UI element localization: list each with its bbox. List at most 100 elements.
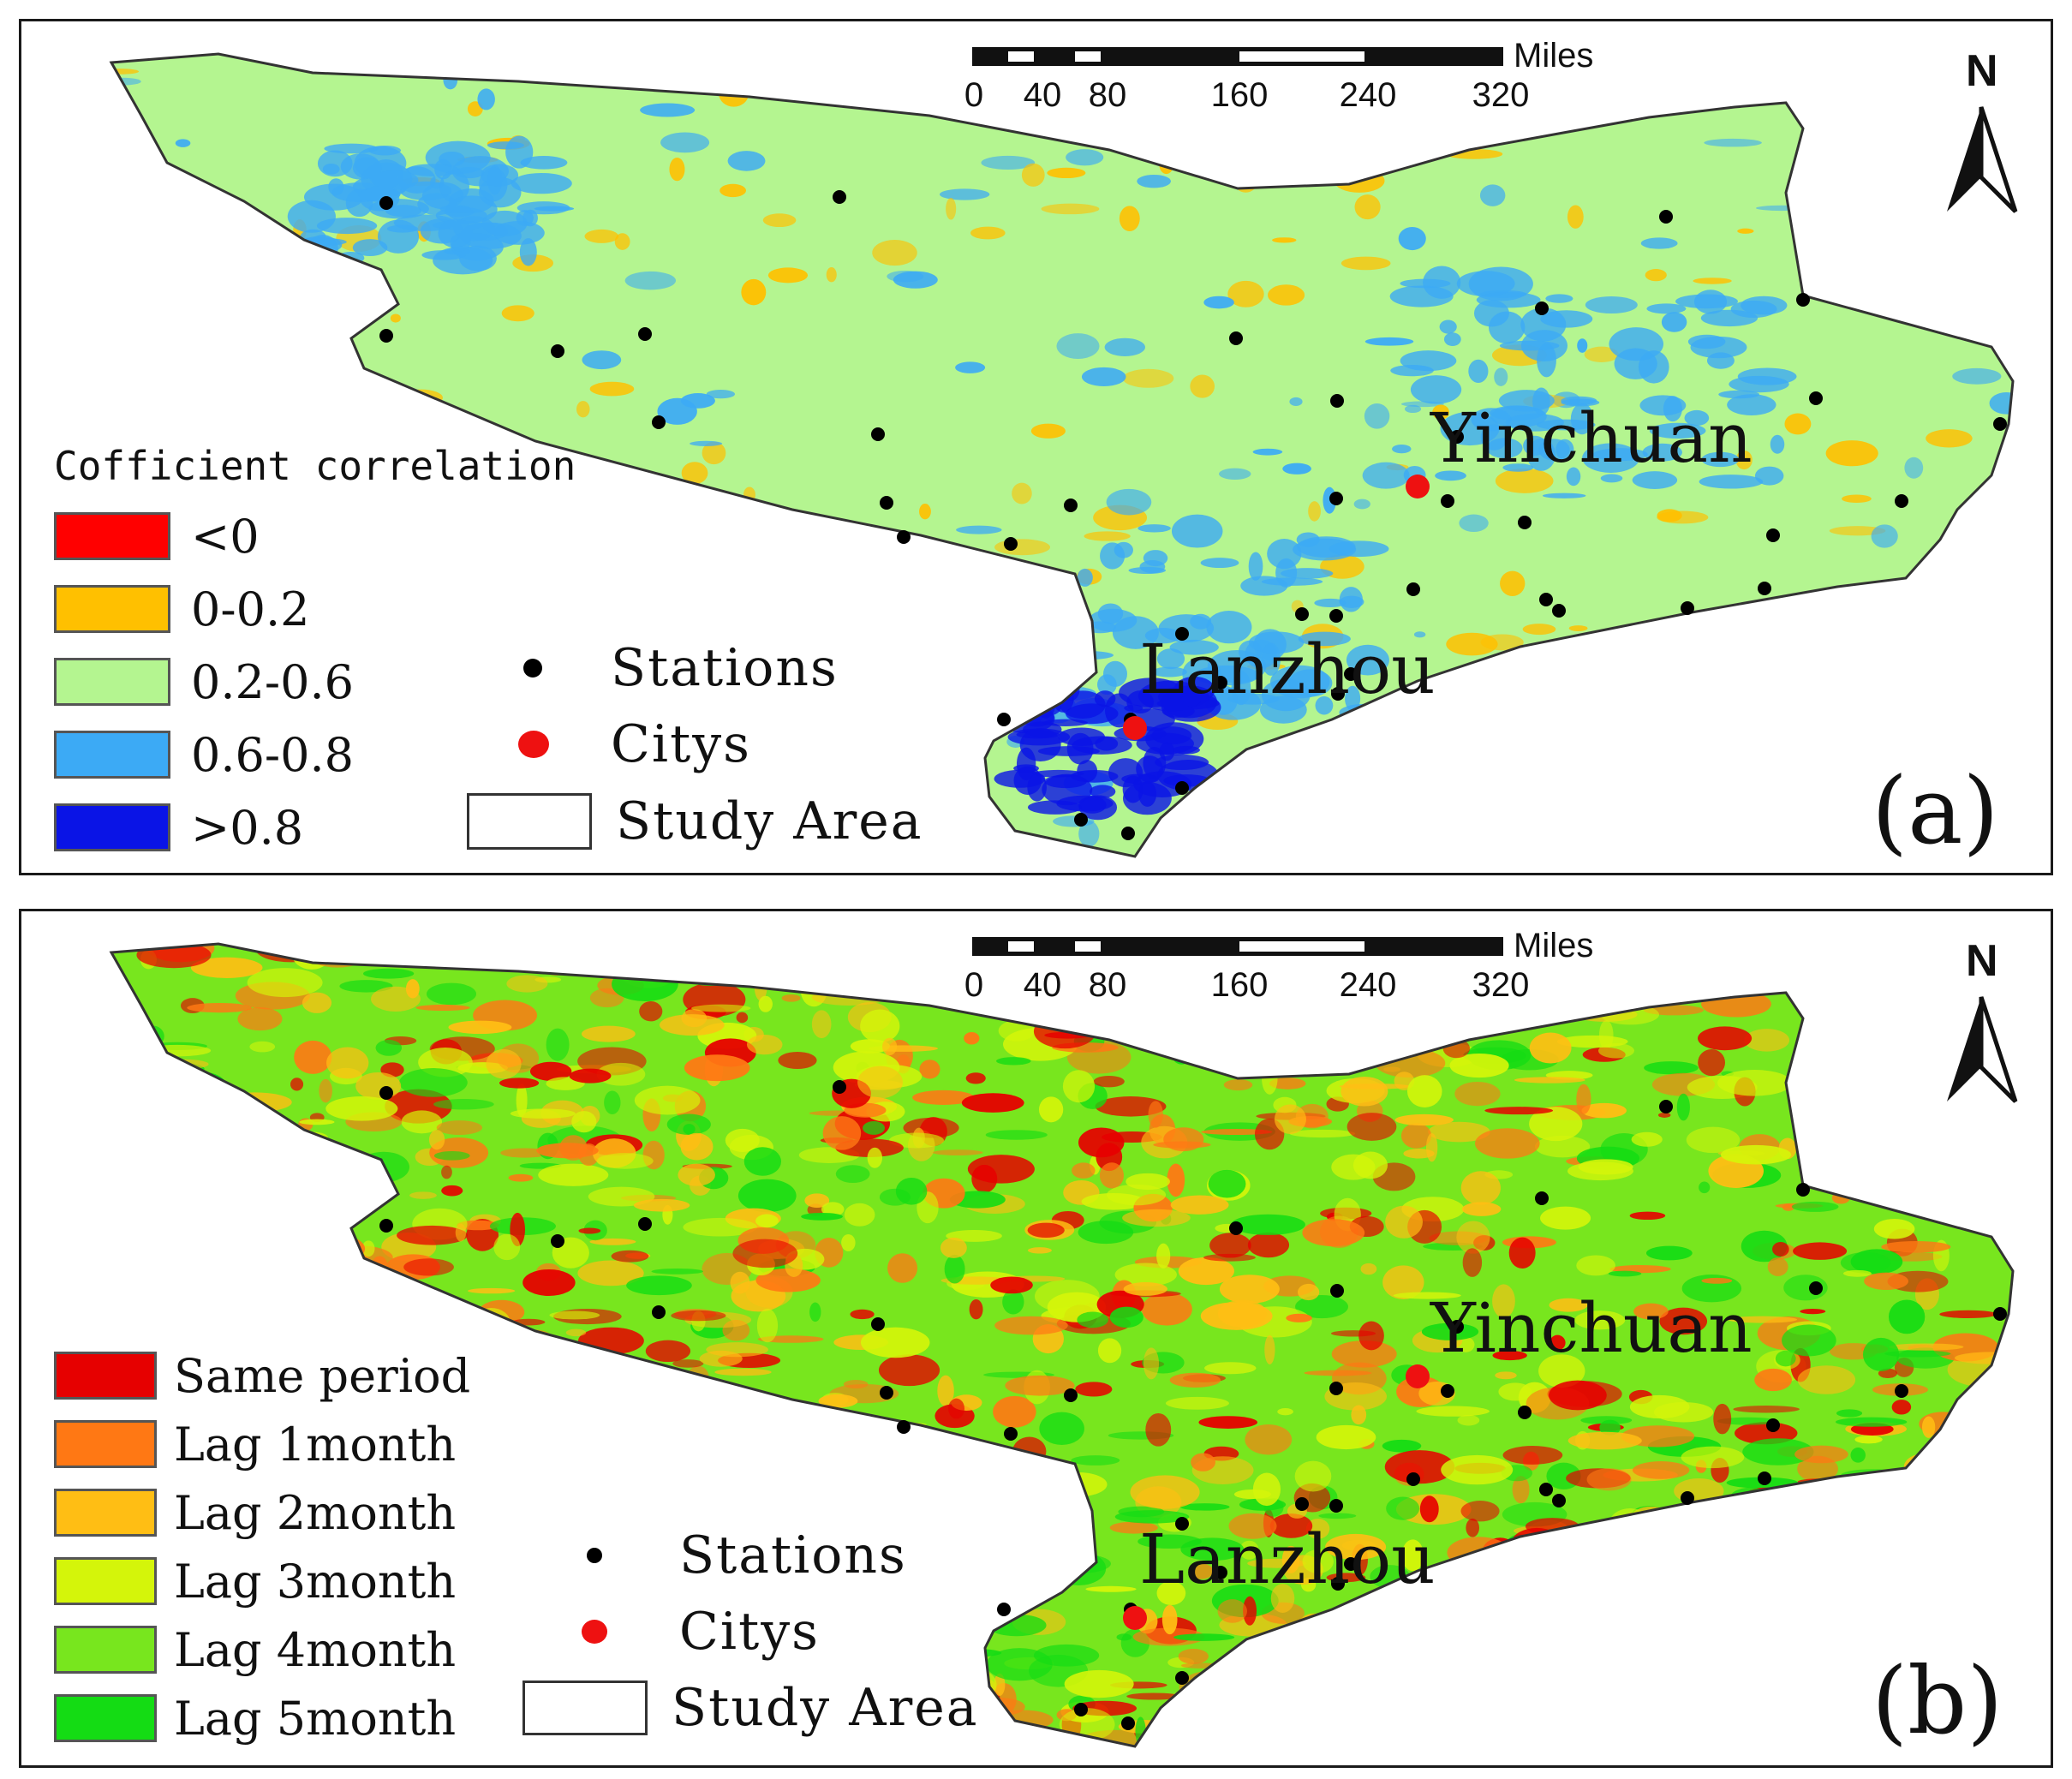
raster-patch bbox=[589, 381, 635, 397]
raster-patch bbox=[1788, 1621, 1824, 1632]
raster-patch bbox=[217, 1092, 292, 1113]
raster-patch bbox=[666, 1381, 690, 1394]
raster-patch bbox=[1701, 1277, 1733, 1284]
legend-label: 0.6-0.8 bbox=[191, 727, 355, 782]
station-marker bbox=[1214, 1566, 1227, 1579]
raster-patch bbox=[1028, 688, 1072, 700]
station-marker bbox=[833, 190, 846, 204]
raster-patch bbox=[508, 1173, 534, 1182]
raster-patch bbox=[1178, 1257, 1234, 1286]
raster-patch bbox=[152, 1143, 201, 1176]
raster-patch bbox=[1567, 1431, 1642, 1450]
raster-patch bbox=[917, 1551, 963, 1567]
raster-patch bbox=[1842, 494, 1872, 504]
raster-patch bbox=[1022, 1478, 1075, 1512]
raster-patch bbox=[1703, 1614, 1755, 1629]
symbol-legend-citys-a: Citys bbox=[493, 714, 751, 774]
raster-patch bbox=[447, 1463, 516, 1482]
study-area-symbol bbox=[522, 1680, 648, 1735]
raster-patch bbox=[1542, 1631, 1582, 1645]
legend-swatch bbox=[54, 731, 170, 779]
raster-patch bbox=[1310, 958, 1379, 966]
raster-patch bbox=[247, 968, 323, 998]
legend-item-gt08: >0.8 bbox=[54, 801, 303, 855]
raster-patch bbox=[1169, 639, 1219, 655]
raster-patch bbox=[1005, 1375, 1075, 1396]
station-marker bbox=[1552, 1494, 1566, 1507]
raster-patch bbox=[1002, 1289, 1024, 1315]
raster-patch bbox=[1585, 296, 1638, 314]
raster-patch bbox=[1573, 985, 1642, 992]
scale-tick-240: 240 bbox=[1339, 76, 1397, 114]
raster-patch bbox=[659, 1014, 725, 1036]
station-marker bbox=[1074, 1703, 1088, 1716]
raster-patch bbox=[468, 1287, 516, 1294]
raster-patch bbox=[178, 1091, 202, 1101]
raster-patch bbox=[1479, 184, 1506, 206]
raster-patch bbox=[170, 390, 194, 409]
raster-patch bbox=[1836, 1409, 1863, 1418]
raster-patch bbox=[677, 1444, 696, 1453]
raster-patch bbox=[1620, 685, 1643, 712]
raster-patch bbox=[1273, 1728, 1285, 1745]
raster-patch bbox=[998, 1020, 1036, 1042]
legend-swatch bbox=[54, 1626, 157, 1674]
raster-patch bbox=[1017, 1525, 1050, 1559]
raster-patch bbox=[1648, 1703, 1685, 1716]
raster-patch bbox=[604, 1090, 621, 1114]
raster-patch bbox=[460, 1536, 499, 1552]
raster-patch bbox=[1835, 1417, 1908, 1427]
raster-patch bbox=[1167, 1024, 1195, 1042]
raster-patch bbox=[1888, 1299, 1926, 1334]
raster-patch bbox=[1780, 1542, 1840, 1566]
raster-patch bbox=[1818, 971, 1850, 994]
raster-patch bbox=[1533, 1706, 1590, 1730]
raster-patch bbox=[948, 1398, 965, 1419]
raster-patch bbox=[1040, 1543, 1096, 1561]
raster-patch bbox=[654, 1738, 671, 1745]
raster-patch bbox=[1431, 1632, 1486, 1642]
raster-patch bbox=[1608, 1626, 1623, 1635]
raster-patch bbox=[428, 1130, 445, 1150]
raster-patch bbox=[115, 372, 164, 387]
raster-patch bbox=[1379, 812, 1429, 839]
raster-patch bbox=[1576, 1255, 1615, 1276]
symbol-label: Stations bbox=[611, 638, 839, 698]
raster-patch bbox=[1131, 81, 1175, 89]
raster-patch bbox=[1314, 598, 1347, 608]
raster-patch bbox=[190, 957, 263, 978]
raster-patch bbox=[1394, 1113, 1454, 1126]
raster-patch bbox=[1013, 766, 1042, 795]
legend-swatch bbox=[54, 658, 170, 706]
raster-patch bbox=[168, 1285, 216, 1297]
raster-patch bbox=[1926, 429, 1973, 448]
raster-patch bbox=[1540, 1633, 1613, 1641]
raster-patch bbox=[740, 1412, 758, 1422]
raster-patch bbox=[111, 1165, 164, 1179]
raster-patch bbox=[294, 944, 316, 956]
raster-patch bbox=[1635, 690, 1673, 713]
raster-patch bbox=[1512, 1476, 1530, 1504]
raster-patch bbox=[510, 1108, 576, 1119]
raster-patch bbox=[1566, 467, 1581, 487]
raster-patch bbox=[826, 267, 837, 283]
raster-patch bbox=[1329, 540, 1389, 558]
raster-patch bbox=[655, 1487, 712, 1499]
raster-patch bbox=[1649, 422, 1706, 439]
raster-patch bbox=[604, 945, 648, 955]
raster-patch bbox=[143, 1044, 212, 1057]
raster-patch bbox=[176, 1278, 221, 1288]
raster-patch bbox=[1878, 1488, 1912, 1519]
raster-patch bbox=[1062, 1070, 1096, 1103]
raster-patch bbox=[835, 1165, 870, 1184]
raster-patch bbox=[130, 197, 177, 220]
raster-patch bbox=[1325, 1533, 1387, 1561]
raster-patch bbox=[672, 1359, 704, 1368]
raster-patch bbox=[933, 1149, 983, 1155]
raster-patch bbox=[1273, 1010, 1328, 1032]
raster-patch bbox=[824, 1494, 860, 1504]
raster-patch bbox=[1593, 759, 1634, 767]
raster-patch bbox=[1040, 588, 1084, 611]
raster-patch bbox=[1270, 1584, 1295, 1613]
raster-patch bbox=[1277, 1407, 1293, 1416]
